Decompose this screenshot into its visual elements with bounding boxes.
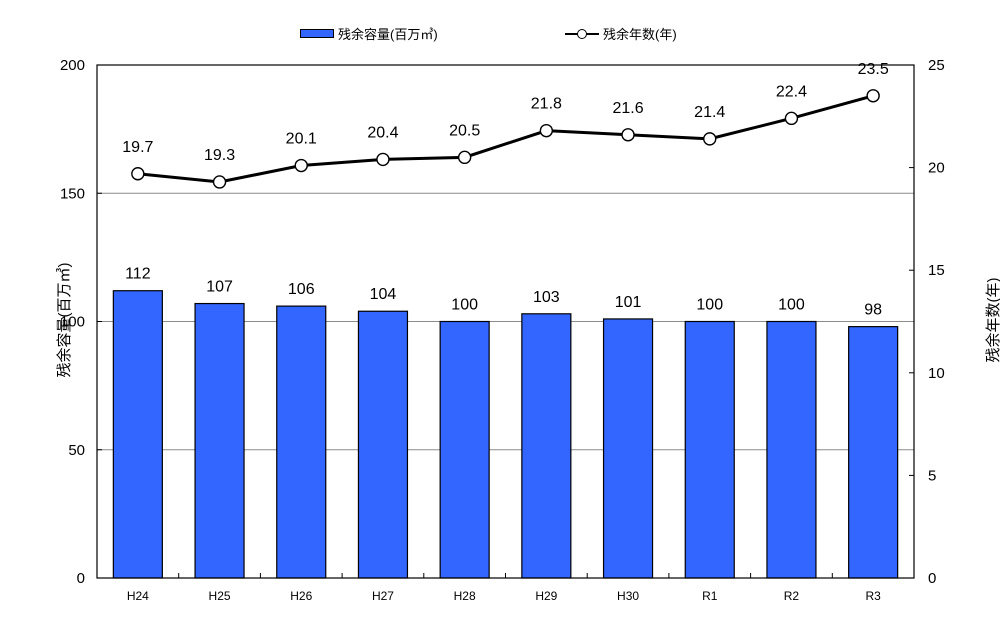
bar-value-label: 100 bbox=[696, 297, 723, 314]
right-y-tick-label: 0 bbox=[928, 570, 936, 587]
bar bbox=[112, 290, 163, 579]
line-marker bbox=[866, 89, 880, 103]
line-value-label: 21.6 bbox=[612, 100, 643, 117]
bar-value-label: 107 bbox=[206, 279, 233, 296]
line-value-label: 21.8 bbox=[531, 96, 562, 113]
bar bbox=[684, 320, 735, 579]
line-value-label: 22.4 bbox=[776, 83, 807, 100]
line-marker bbox=[457, 150, 472, 165]
bar bbox=[276, 305, 327, 579]
x-tick-label: R1 bbox=[702, 589, 718, 603]
line-value-label: 19.3 bbox=[204, 147, 235, 164]
x-tick-label: H30 bbox=[617, 589, 639, 603]
line-value-label: 20.4 bbox=[367, 124, 398, 141]
bar-value-label: 98 bbox=[864, 302, 882, 319]
line-marker-swatch-icon bbox=[565, 28, 599, 40]
line-value-label: 20.1 bbox=[286, 131, 317, 148]
line-marker bbox=[539, 123, 554, 138]
line-marker bbox=[131, 167, 145, 181]
bar-value-label: 104 bbox=[370, 286, 397, 303]
bar bbox=[848, 326, 899, 579]
bar-value-label: 103 bbox=[533, 289, 560, 306]
x-tick-label: H29 bbox=[535, 589, 557, 603]
line-marker bbox=[294, 158, 308, 173]
x-tick-label: H25 bbox=[209, 589, 231, 603]
x-tick-label: R3 bbox=[865, 589, 881, 603]
legend-item-bar: 残余容量(百万㎥) bbox=[300, 24, 438, 43]
line-series bbox=[137, 94, 874, 184]
bar bbox=[766, 320, 817, 579]
legend-line-label: 残余年数(年) bbox=[603, 27, 677, 42]
bar-value-label: 100 bbox=[451, 297, 478, 314]
left-y-tick-label: 100 bbox=[60, 314, 85, 331]
line-marker bbox=[212, 175, 227, 189]
left-y-tick-label: 150 bbox=[60, 185, 85, 202]
bar bbox=[602, 318, 654, 579]
line-value-label: 19.7 bbox=[122, 139, 153, 156]
legend-item-line: 残余年数(年) bbox=[565, 24, 677, 43]
bar-value-label: 101 bbox=[615, 294, 642, 311]
legend-bar-label: 残余容量(百万㎥) bbox=[338, 27, 438, 42]
left-y-tick-label: 200 bbox=[60, 57, 85, 74]
left-y-tick-label: 50 bbox=[68, 442, 85, 459]
bar-value-label: 106 bbox=[288, 281, 315, 298]
x-tick-label: R2 bbox=[784, 589, 800, 603]
right-y-tick-label: 20 bbox=[928, 160, 945, 177]
right-y-tick-label: 15 bbox=[928, 262, 945, 279]
bar bbox=[439, 320, 490, 579]
line-marker bbox=[784, 111, 799, 126]
left-y-tick-label: 0 bbox=[77, 570, 85, 587]
x-tick-label: H28 bbox=[454, 589, 476, 603]
right-y-tick-label: 25 bbox=[928, 57, 945, 74]
line-value-label: 21.4 bbox=[694, 104, 725, 121]
line-value-label: 23.5 bbox=[858, 61, 889, 78]
bar bbox=[521, 313, 572, 579]
bar bbox=[194, 302, 245, 579]
bar bbox=[357, 310, 409, 579]
line-value-label: 20.5 bbox=[449, 122, 480, 139]
x-tick-label: H26 bbox=[290, 589, 312, 603]
line-marker bbox=[621, 128, 635, 142]
bar-swatch-icon bbox=[300, 29, 334, 38]
bar-value-label: 112 bbox=[125, 266, 151, 283]
x-tick-label: H27 bbox=[372, 589, 394, 603]
bar-value-label: 100 bbox=[778, 297, 805, 314]
x-tick-label: H24 bbox=[127, 589, 149, 603]
right-y-tick-label: 5 bbox=[928, 467, 936, 484]
line-marker bbox=[703, 132, 717, 146]
line-marker bbox=[376, 152, 390, 167]
right-y-tick-label: 10 bbox=[928, 365, 945, 382]
